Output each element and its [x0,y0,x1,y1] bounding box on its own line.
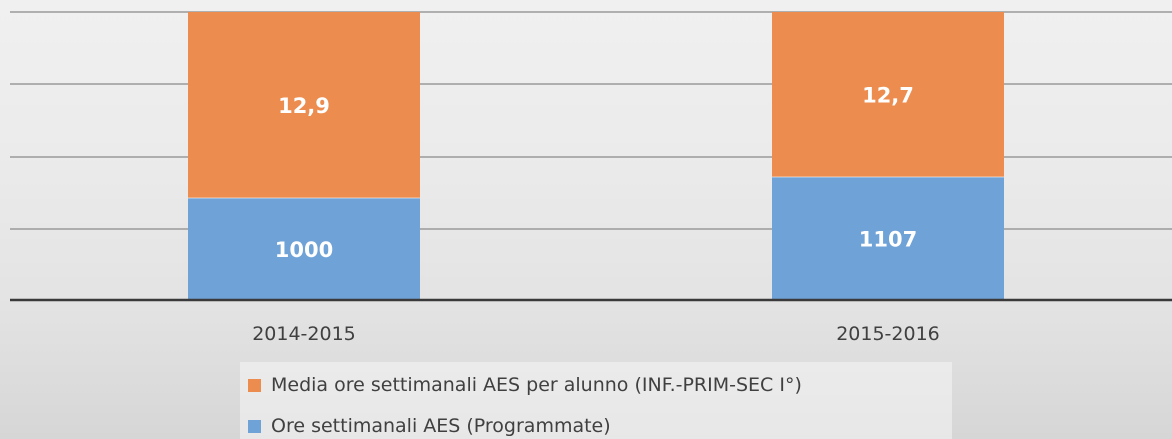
bar-media-ore-2015-2016 [772,12,1004,177]
legend-label-ore-settimanali: Ore settimanali AES (Programmate) [271,415,611,437]
x-tick-label-2015-2016: 2015-2016 [836,323,940,345]
bars [188,12,1004,300]
x-axis-tick-labels: 2014-2015 2015-2016 [252,323,940,345]
data-label-media-ore-2014-2015: 12,9 [278,94,330,118]
bar-media-ore-2014-2015 [188,12,420,198]
data-label-ore-settimanali-2014-2015: 1000 [275,238,333,262]
legend: Media ore settimanali AES per alunno (IN… [240,362,952,439]
bar-ore-settimanali-2015-2016 [772,177,1004,300]
data-label-ore-settimanali-2015-2016: 1107 [859,228,917,252]
legend-item-ore-settimanali: Ore settimanali AES (Programmate) [248,411,611,439]
legend-item-media-ore: Media ore settimanali AES per alunno (IN… [248,370,802,400]
legend-swatch-media-ore [248,378,261,392]
data-labels: 1000 12,9 1107 12,7 [275,84,917,263]
legend-label-media-ore: Media ore settimanali AES per alunno (IN… [271,374,802,396]
bar-ore-settimanali-2014-2015 [188,198,420,300]
legend-swatch-ore-settimanali [248,419,261,433]
x-tick-label-2014-2015: 2014-2015 [252,323,356,345]
data-label-media-ore-2015-2016: 12,7 [862,84,914,108]
